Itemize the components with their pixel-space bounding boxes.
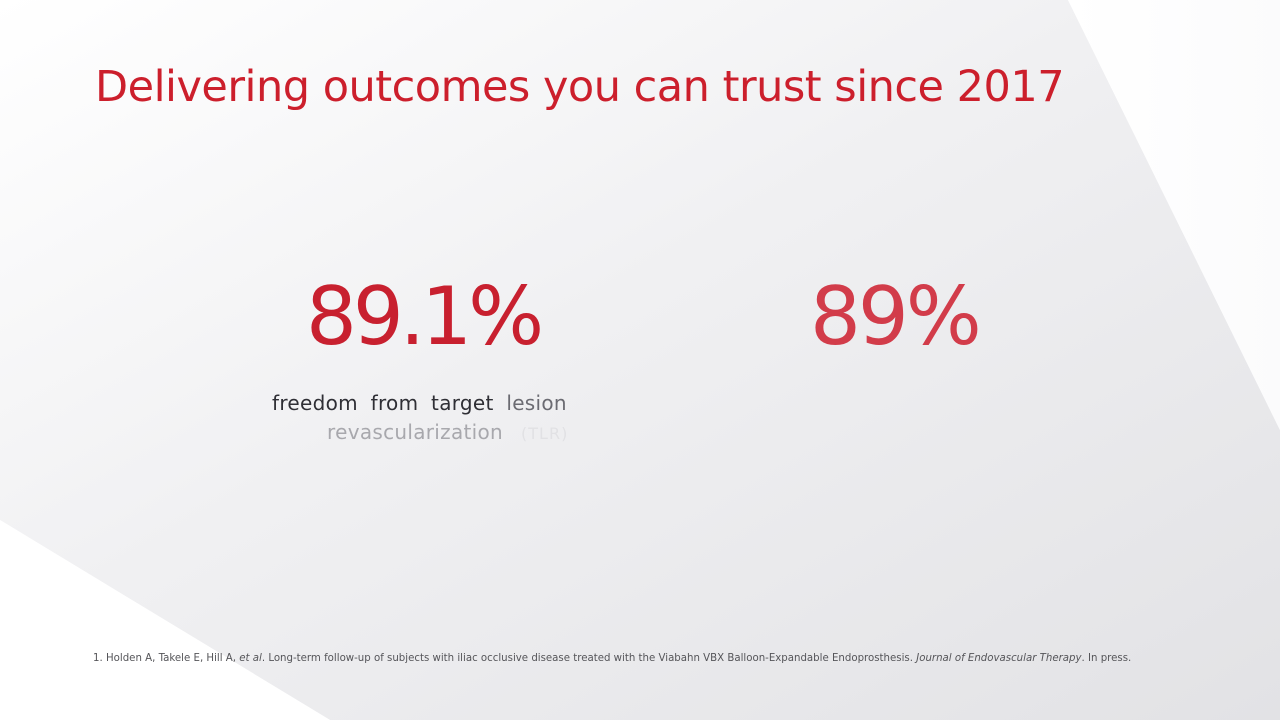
caption-word: target [431,391,494,415]
footnote-number: 1. [93,653,103,664]
reference-footnote: 1. Holden A, Takele E, Hill A, et al. Lo… [93,653,1131,664]
footnote-text: . Long-term follow-up of subjects with i… [261,653,913,664]
caption-abbreviation: (TLR) [521,424,569,443]
footnote-et-al: et al [239,653,262,664]
caption-word: from [370,391,419,415]
footnote-journal: Journal of Endovascular Therapy [916,653,1082,664]
stat-value-secondary: 89% [810,270,982,363]
stat-caption-line1: freedom from target lesion [272,391,567,415]
footnote-authors: Holden A, Takele E, Hill A, [105,653,237,664]
caption-word: freedom [272,391,358,415]
slide-title: Delivering outcomes you can trust since … [95,62,1065,112]
caption-word: revascularization [327,420,504,444]
footnote-status: . In press. [1081,653,1132,664]
caption-word: lesion [506,391,567,415]
stat-value-tlr: 89.1% [306,270,544,363]
stat-caption-line2: revascularization (TLR) [327,420,568,444]
